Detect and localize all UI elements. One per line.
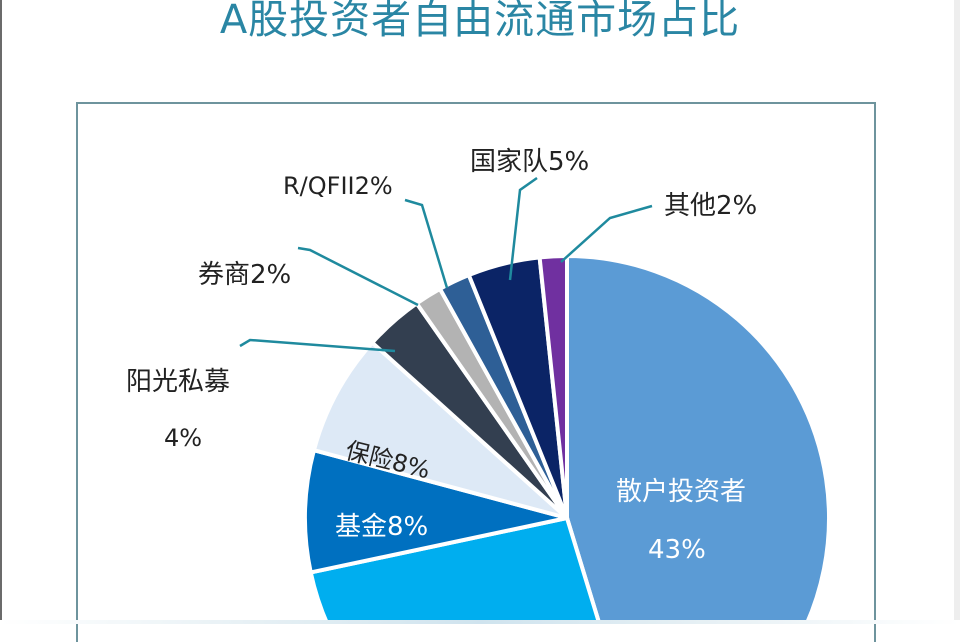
scrollbar-track[interactable] [954,0,960,624]
label-national-team: 国家队5% [470,147,590,177]
label-fund: 基金8% [335,512,429,542]
pie-slice-fund [303,448,569,575]
window-left-edge [0,0,2,624]
label-retail-pct: 43% [648,535,706,565]
label-qfii: R/QFII2% [283,172,393,200]
label-retail-name: 散户投资者 [616,477,747,507]
chart-frame [76,102,876,642]
leader-line-broker [297,246,419,307]
label-other: 其他2% [664,191,758,221]
label-private-fund-pct: 4% [164,424,203,452]
leader-line-private_fund [239,338,396,353]
leader-line-qfii [404,198,449,289]
label-private-fund-name: 阳光私募 [126,367,231,397]
chart-title: A股投资者自由流通市场占比 [219,0,741,43]
leader-line-other [560,204,653,263]
leader-line-national_team [508,176,538,281]
pie-chart [239,176,831,624]
bottom-fade [0,620,960,624]
pie-slice-unlabeled [308,516,602,624]
label-broker: 券商2% [198,260,292,290]
pie-slice-retail [565,254,831,624]
pie-slice-insurance [311,340,569,520]
